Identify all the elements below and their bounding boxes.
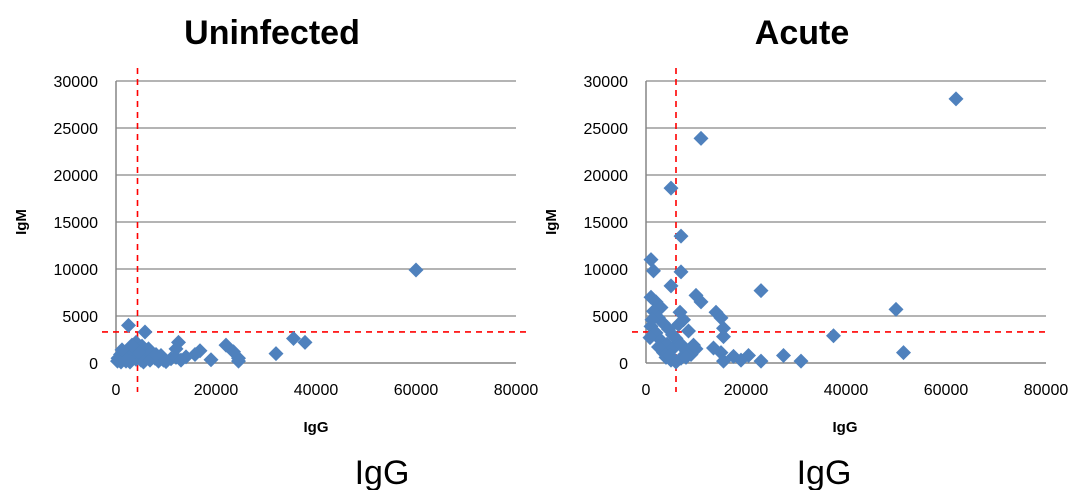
x-tick-label: 20000: [194, 382, 239, 399]
data-point: [137, 324, 153, 340]
data-point: [948, 91, 964, 107]
y-tick-label: 30000: [54, 74, 99, 91]
y-tick-label: 10000: [54, 262, 99, 279]
y-tick-label: 30000: [584, 74, 629, 91]
data-point: [122, 354, 138, 370]
x-tick-label: 40000: [824, 382, 869, 399]
chart-panel-acute: Acute IgM IgG IgG 0 5000 10000 15000 20000 25…: [543, 14, 1068, 490]
x-tick-label: 0: [642, 382, 651, 399]
data-point: [663, 278, 679, 294]
data-point: [753, 353, 769, 369]
data-point: [686, 337, 701, 353]
data-point: [673, 264, 689, 280]
data-point: [665, 327, 680, 343]
y-tick-label: 25000: [584, 121, 629, 138]
data-point: [642, 330, 658, 346]
data-point: [121, 317, 136, 333]
y-tick-label: 25000: [54, 121, 99, 138]
data-point: [148, 347, 164, 363]
x-tick-label: 60000: [924, 382, 969, 399]
chart-title: Acute: [755, 14, 849, 52]
data-point: [888, 301, 904, 317]
data-point: [678, 349, 694, 365]
y-tick-label: 0: [619, 356, 628, 373]
y-tick-label: 5000: [592, 309, 628, 326]
data-point: [663, 180, 679, 196]
x-tick-label: 40000: [294, 382, 339, 399]
x-axis-label: IgG: [304, 419, 329, 436]
x-tick-label: 60000: [394, 382, 439, 399]
data-point: [896, 345, 911, 361]
data-point: [716, 353, 731, 369]
data-point: [733, 352, 749, 368]
data-point: [651, 339, 666, 355]
data-point: [673, 228, 689, 244]
data-point: [826, 328, 841, 344]
chart-panel-uninfected: Uninfected IgM IgG IgG 0 5000 10000 15000 20…: [13, 14, 538, 490]
data-point: [268, 346, 284, 362]
y-tick-label: 15000: [584, 215, 629, 232]
bottom-label: IgG: [355, 454, 410, 490]
data-point: [203, 352, 219, 368]
data-point: [173, 352, 189, 368]
y-tick-label: 20000: [584, 168, 629, 185]
y-tick-label: 10000: [584, 262, 629, 279]
data-point: [644, 312, 660, 328]
data-point: [662, 347, 678, 363]
y-tick-label: 15000: [54, 215, 99, 232]
y-tick-label: 0: [89, 356, 98, 373]
x-axis-label: IgG: [833, 419, 858, 436]
x-tick-label: 80000: [494, 382, 539, 399]
data-point: [693, 130, 709, 146]
data-point: [753, 283, 769, 299]
data-point: [716, 320, 731, 336]
data-point: [672, 304, 688, 320]
bottom-label: IgG: [797, 454, 852, 490]
data-point: [297, 334, 313, 350]
plot-area: 0 5000 10000 15000 20000 25000 30000 0 20000 4000…: [54, 68, 539, 399]
data-point: [681, 323, 696, 339]
chart-title: Uninfected: [184, 14, 360, 52]
y-tick-label: 5000: [62, 309, 98, 326]
plot-area: 0 5000 10000 15000 20000 25000 30000 0 20000 4000…: [584, 68, 1069, 399]
x-tick-label: 0: [112, 382, 121, 399]
data-point: [408, 262, 424, 278]
data-point: [646, 263, 661, 279]
data-point: [776, 347, 791, 363]
y-tick-label: 20000: [54, 168, 99, 185]
data-point: [286, 331, 301, 347]
data-point: [231, 353, 246, 369]
x-tick-label: 20000: [724, 382, 769, 399]
data-point: [716, 329, 731, 345]
data-point: [643, 252, 659, 268]
y-axis-label: IgM: [543, 209, 560, 235]
data-point: [693, 294, 709, 310]
data-point: [793, 353, 809, 369]
data-point: [114, 342, 130, 358]
y-axis-label: IgM: [13, 209, 30, 235]
x-tick-label: 80000: [1024, 382, 1069, 399]
data-point: [713, 310, 729, 326]
